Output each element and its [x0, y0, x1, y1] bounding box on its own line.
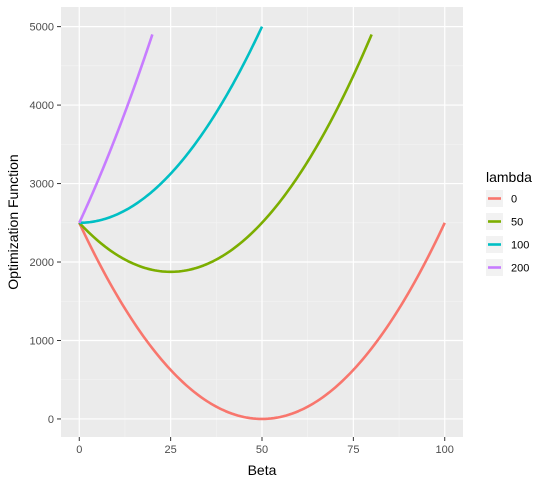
y-tick-label: 1000	[30, 335, 54, 347]
legend-item: 50	[486, 213, 523, 230]
legend-label: 0	[511, 194, 517, 206]
legend-item: 200	[486, 259, 529, 276]
series-line-lambda-0	[78, 222, 446, 421]
x-tick-label: 25	[165, 444, 177, 456]
x-tick-label: 100	[436, 444, 454, 456]
x-tick-label: 75	[347, 444, 359, 456]
series-line-lambda-200	[78, 34, 154, 224]
series-layer	[78, 26, 446, 421]
y-tick-label: 4000	[30, 100, 54, 112]
series-line-lambda-100	[79, 26, 264, 225]
x-tick-label: 0	[76, 444, 82, 456]
legend-items: 0 50 100 200	[486, 190, 529, 276]
legend-label: 50	[511, 217, 523, 229]
legend-label: 100	[511, 240, 529, 252]
legend: lambda 0 50 100 200	[486, 169, 532, 276]
y-tick-label: 0	[48, 414, 54, 426]
x-axis-title: Beta	[248, 462, 277, 478]
legend-label: 200	[511, 263, 529, 275]
y-tick-label: 2000	[30, 257, 54, 269]
y-axis: 0 1000 2000 3000 4000 5000	[30, 22, 61, 426]
x-tick-label: 50	[256, 444, 268, 456]
y-tick-label: 5000	[30, 22, 54, 34]
x-axis: 0 25 50 75 100	[76, 437, 454, 456]
y-tick-label: 3000	[30, 179, 54, 191]
legend-title: lambda	[486, 169, 532, 185]
legend-item: 0	[486, 190, 517, 207]
series-line-lambda-50	[78, 33, 373, 274]
y-axis-title: Optimization Function	[5, 154, 21, 289]
legend-item: 100	[486, 236, 529, 253]
